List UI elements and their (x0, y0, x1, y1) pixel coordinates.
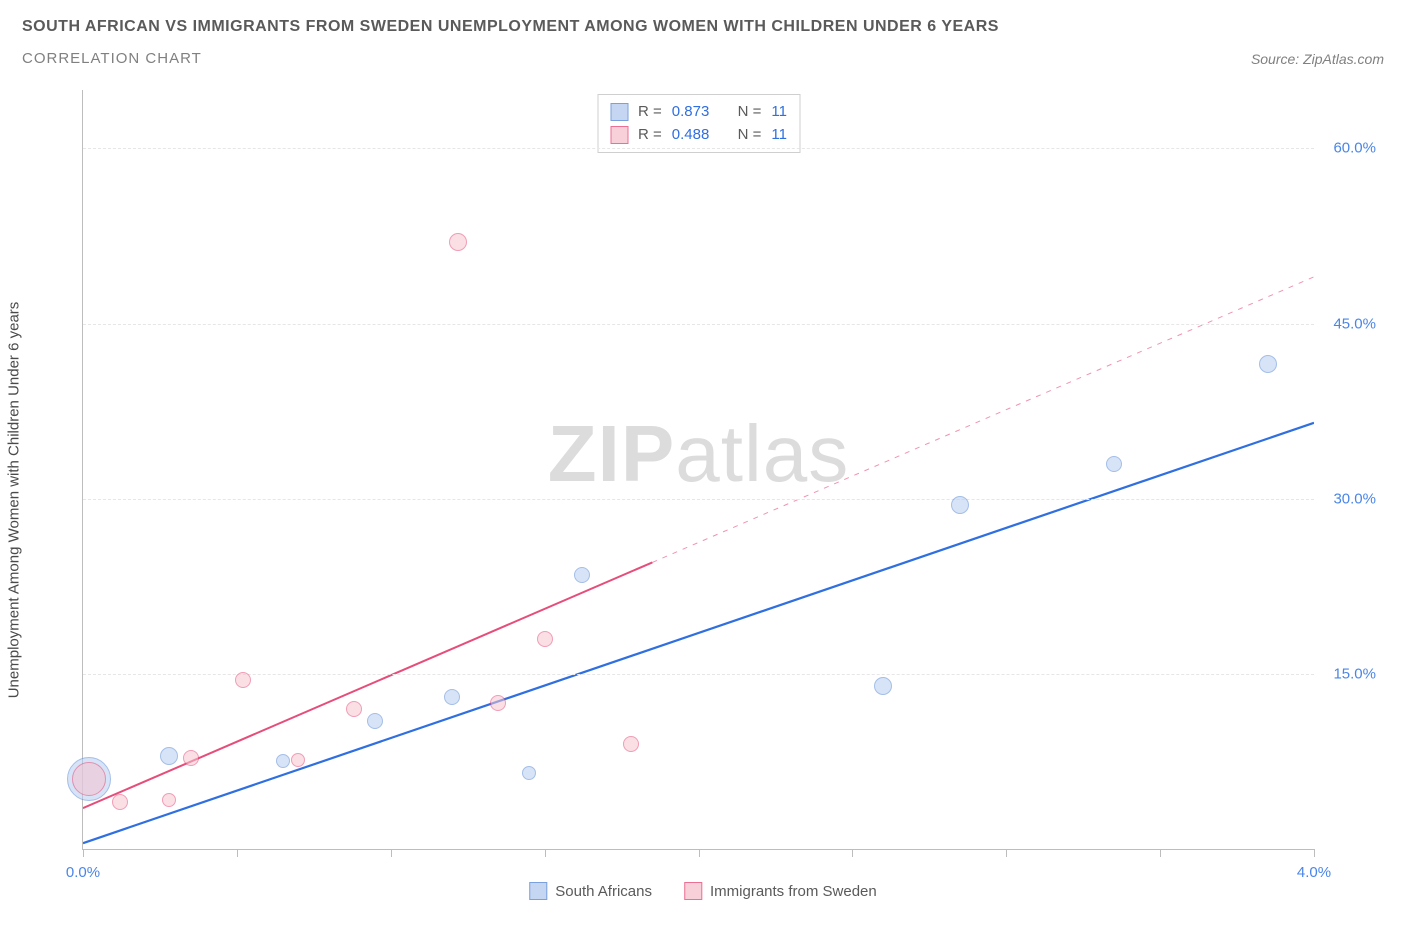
y-tick-label: 60.0% (1333, 140, 1376, 157)
x-tick-label: 4.0% (1297, 864, 1331, 881)
data-point (490, 695, 506, 711)
x-tick (1006, 849, 1007, 857)
data-point (1259, 355, 1277, 373)
gridline (83, 324, 1314, 325)
stats-row: R = 0.873 N = 11 (610, 101, 787, 124)
data-point (623, 736, 639, 752)
data-point (235, 672, 251, 688)
legend-swatch (610, 103, 628, 121)
legend-swatch (610, 126, 628, 144)
data-point (160, 747, 178, 765)
x-tick (391, 849, 392, 857)
legend-item: Immigrants from Sweden (684, 882, 877, 900)
x-tick (83, 849, 84, 857)
data-point (183, 750, 199, 766)
x-tick (545, 849, 546, 857)
data-point (874, 677, 892, 695)
data-point (72, 762, 106, 796)
data-point (346, 701, 362, 717)
chart-title: SOUTH AFRICAN VS IMMIGRANTS FROM SWEDEN … (22, 18, 1384, 36)
y-tick-label: 15.0% (1333, 665, 1376, 682)
y-tick-label: 45.0% (1333, 315, 1376, 332)
legend-item: South Africans (529, 882, 652, 900)
x-tick (237, 849, 238, 857)
y-tick-label: 30.0% (1333, 490, 1376, 507)
data-point (291, 753, 305, 767)
chart-subtitle: CORRELATION CHART (22, 50, 202, 67)
x-tick (699, 849, 700, 857)
chart-source: Source: ZipAtlas.com (1251, 51, 1384, 67)
series-legend: South Africans Immigrants from Sweden (529, 882, 876, 900)
y-axis-label: Unemployment Among Women with Children U… (6, 302, 23, 699)
plot-area: ZIPatlas R = 0.873 N = 11 R = 0.488 N = … (82, 90, 1314, 850)
data-point (951, 496, 969, 514)
legend-label: Immigrants from Sweden (710, 883, 877, 900)
data-point (537, 631, 553, 647)
data-point (276, 754, 290, 768)
x-tick (1314, 849, 1315, 857)
x-tick-label: 0.0% (66, 864, 100, 881)
data-point (522, 766, 536, 780)
data-point (367, 713, 383, 729)
legend-swatch (529, 882, 547, 900)
watermark: ZIPatlas (548, 408, 849, 500)
stats-legend: R = 0.873 N = 11 R = 0.488 N = 11 (597, 94, 800, 153)
data-point (574, 567, 590, 583)
legend-label: South Africans (555, 883, 652, 900)
data-point (1106, 456, 1122, 472)
data-point (444, 689, 460, 705)
legend-swatch (684, 882, 702, 900)
trend-lines (83, 90, 1314, 849)
data-point (449, 233, 467, 251)
stats-row: R = 0.488 N = 11 (610, 124, 787, 147)
gridline (83, 148, 1314, 149)
x-tick (852, 849, 853, 857)
data-point (162, 793, 176, 807)
data-point (112, 794, 128, 810)
x-tick (1160, 849, 1161, 857)
gridline (83, 674, 1314, 675)
gridline (83, 499, 1314, 500)
